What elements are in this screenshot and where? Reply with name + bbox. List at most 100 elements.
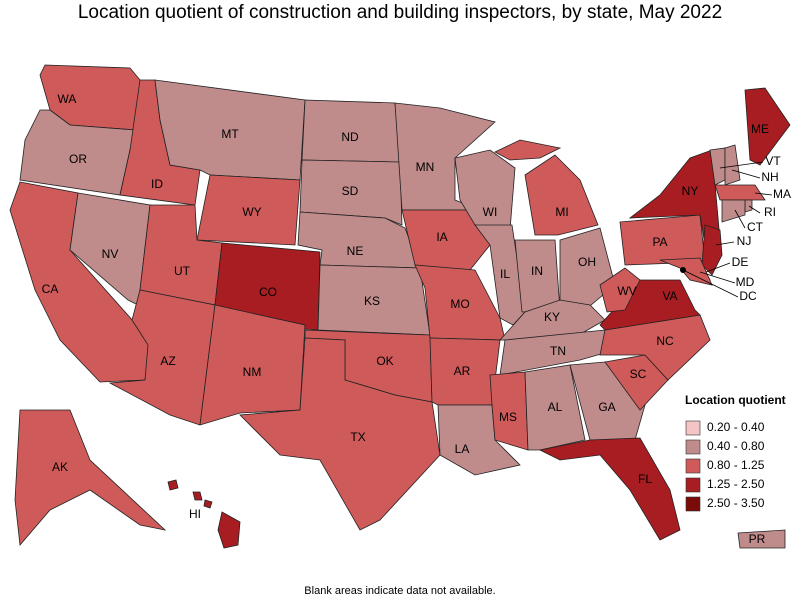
state [714,184,766,201]
state-label: CA [42,282,59,296]
leader-line [682,269,739,298]
state [737,529,786,549]
state-label: ND [341,130,359,144]
state-label: IL [500,267,510,281]
state [401,209,491,271]
state-label: CO [259,285,277,299]
state-label: DC [739,289,757,303]
state [14,409,167,546]
state [199,304,306,426]
state [724,144,741,186]
state [524,364,586,451]
state-label: IN [531,264,543,278]
labels: WA OR CA NV ID MT WY UT CO AZ NM ND SD NE KS OK TX MN IA MO… [42,92,791,546]
state-label: WI [483,205,498,219]
legend-swatch [685,420,701,436]
state-label: MI [555,205,568,219]
state [628,149,721,246]
state-label: AR [454,364,471,378]
state-label: MT [221,127,239,141]
legend-label: 0.40 - 0.80 [707,439,765,453]
state-label: MN [416,160,435,174]
state-label: VT [765,154,781,168]
state [744,199,753,213]
state-label: TX [350,430,365,444]
state [196,174,301,246]
state-label: GA [598,400,615,414]
state-label: NJ [737,234,752,248]
state [192,491,203,501]
state-label: OK [376,354,393,368]
leader-line [699,271,736,284]
leader-line [705,262,731,273]
legend-swatch [685,458,701,474]
legend-label: 0.80 - 1.25 [707,458,765,472]
leader-line [734,209,746,229]
state [499,329,616,376]
state-label: WV [617,284,636,298]
state-label: MD [736,275,755,289]
state [744,87,791,166]
state-label: ME [751,122,769,136]
state-label: OR [69,152,87,166]
state [217,511,241,549]
state-label: HI [189,507,201,521]
legend-swatch [685,477,701,493]
state-label: DE [732,255,749,269]
state-label: MA [773,187,791,201]
state-label: FL [638,472,652,486]
state-label: NV [102,247,119,261]
map-title: Location quotient of construction and bu… [78,2,722,23]
state-label: CT [747,220,764,234]
state [489,371,529,451]
state-label: NM [243,365,262,379]
leader-line [748,205,761,214]
state [203,499,213,509]
state-label: IA [436,230,447,244]
state-label: NY [682,184,699,198]
state-label: RI [764,205,776,219]
state-label: PA [652,235,667,249]
state-label: WA [58,92,77,106]
state [569,361,646,441]
legend-label: 2.50 - 3.50 [707,496,765,510]
leader-line [731,169,761,179]
state [524,154,599,236]
state-label: AZ [160,354,175,368]
state-label: VA [662,289,677,303]
state [167,479,179,491]
state [599,267,641,313]
state-label: SC [630,367,647,381]
state-label: PR [749,532,766,546]
state-label: MS [499,410,517,424]
state-label: MO [450,297,469,311]
legend-swatch [685,496,701,512]
state-label: NC [656,334,674,348]
state-label: UT [174,264,191,278]
state-label: NE [347,244,364,258]
state-label: WY [242,205,261,219]
state [538,437,681,541]
state-label: ID [151,177,163,191]
state-label: OH [578,255,596,269]
legend-swatch [685,439,701,455]
note: Blank areas indicate data not available. [304,585,495,597]
state-label: KS [364,294,380,308]
legend-title: Location quotient [685,393,786,407]
state [299,159,403,226]
state-label: NH [761,170,778,184]
leader-line [754,192,773,196]
legend-label: 0.20 - 0.40 [707,420,765,434]
state-label: KY [544,310,560,324]
state [701,224,723,276]
state-label: AK [52,460,68,474]
leader-line [715,241,735,246]
state-label: TN [550,344,566,358]
state-label: SD [342,184,359,198]
state [239,337,441,531]
state [721,199,746,223]
legend-label: 1.25 - 2.50 [707,477,765,491]
state-label: AL [548,400,563,414]
state [494,139,562,161]
